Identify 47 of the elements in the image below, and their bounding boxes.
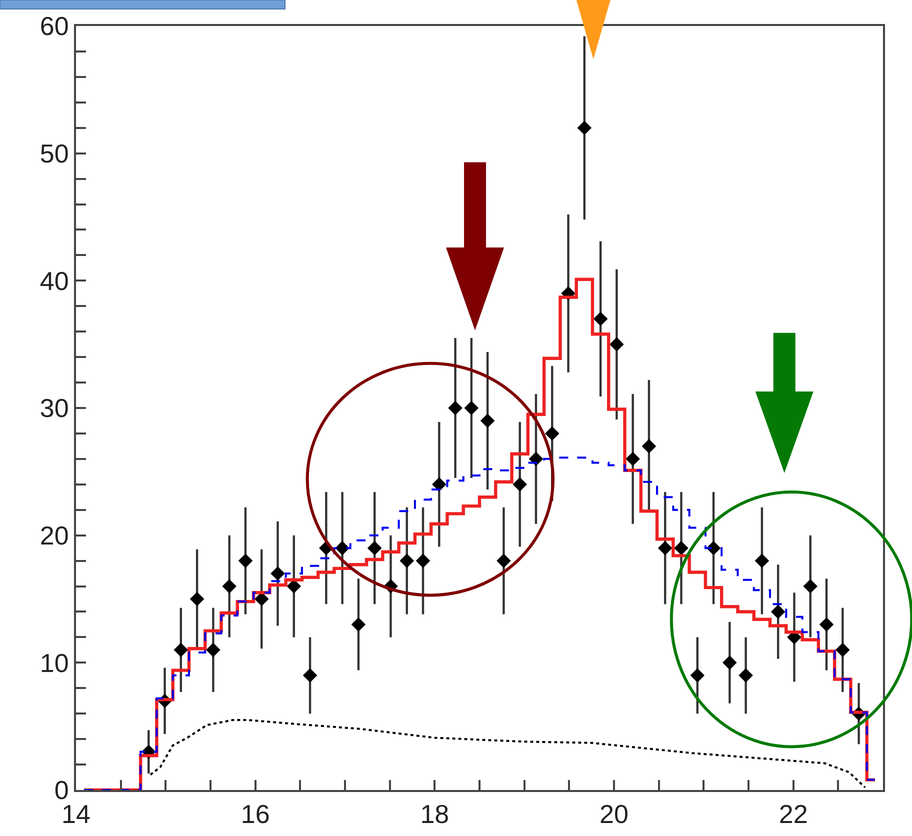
x-tick-label: 16: [240, 799, 270, 830]
point: [836, 642, 850, 658]
point: [351, 617, 366, 632]
point: [238, 554, 253, 568]
point: [302, 668, 318, 683]
y-tick-label: 20: [40, 520, 69, 550]
point: [577, 120, 592, 136]
x-tick-label: 22: [778, 799, 808, 830]
point: [528, 452, 544, 466]
point: [335, 540, 350, 556]
point: [190, 592, 204, 606]
point: [819, 617, 834, 632]
point: [593, 312, 608, 326]
point: [770, 604, 786, 619]
point: [674, 540, 688, 556]
point: [416, 554, 430, 568]
point: [448, 400, 462, 416]
point: [400, 554, 414, 568]
point: [496, 554, 511, 568]
x-tick-label: 18: [420, 799, 450, 830]
point: [754, 554, 770, 568]
y-tick-label: 40: [40, 266, 69, 296]
point: [626, 452, 640, 466]
point: [803, 579, 818, 594]
y-tick-label: 60: [40, 11, 69, 42]
point: [722, 656, 737, 670]
point: [432, 477, 446, 492]
point: [480, 414, 495, 428]
point: [738, 668, 753, 683]
point: [706, 540, 721, 556]
point: [174, 642, 188, 658]
y-tick-label: 30: [40, 393, 69, 424]
point: [658, 540, 672, 556]
point: [367, 540, 382, 556]
point: [464, 400, 479, 416]
point: [512, 477, 527, 492]
point: [642, 439, 656, 454]
point: [222, 579, 236, 594]
x-tick-label: 20: [600, 799, 628, 830]
point: [610, 337, 624, 352]
point: [270, 566, 285, 581]
point: [206, 642, 220, 658]
y-tick-label: 50: [40, 138, 69, 168]
y-tick-label: 10: [40, 648, 69, 678]
point: [544, 426, 560, 441]
point: [690, 668, 705, 683]
line-series: [149, 718, 866, 788]
